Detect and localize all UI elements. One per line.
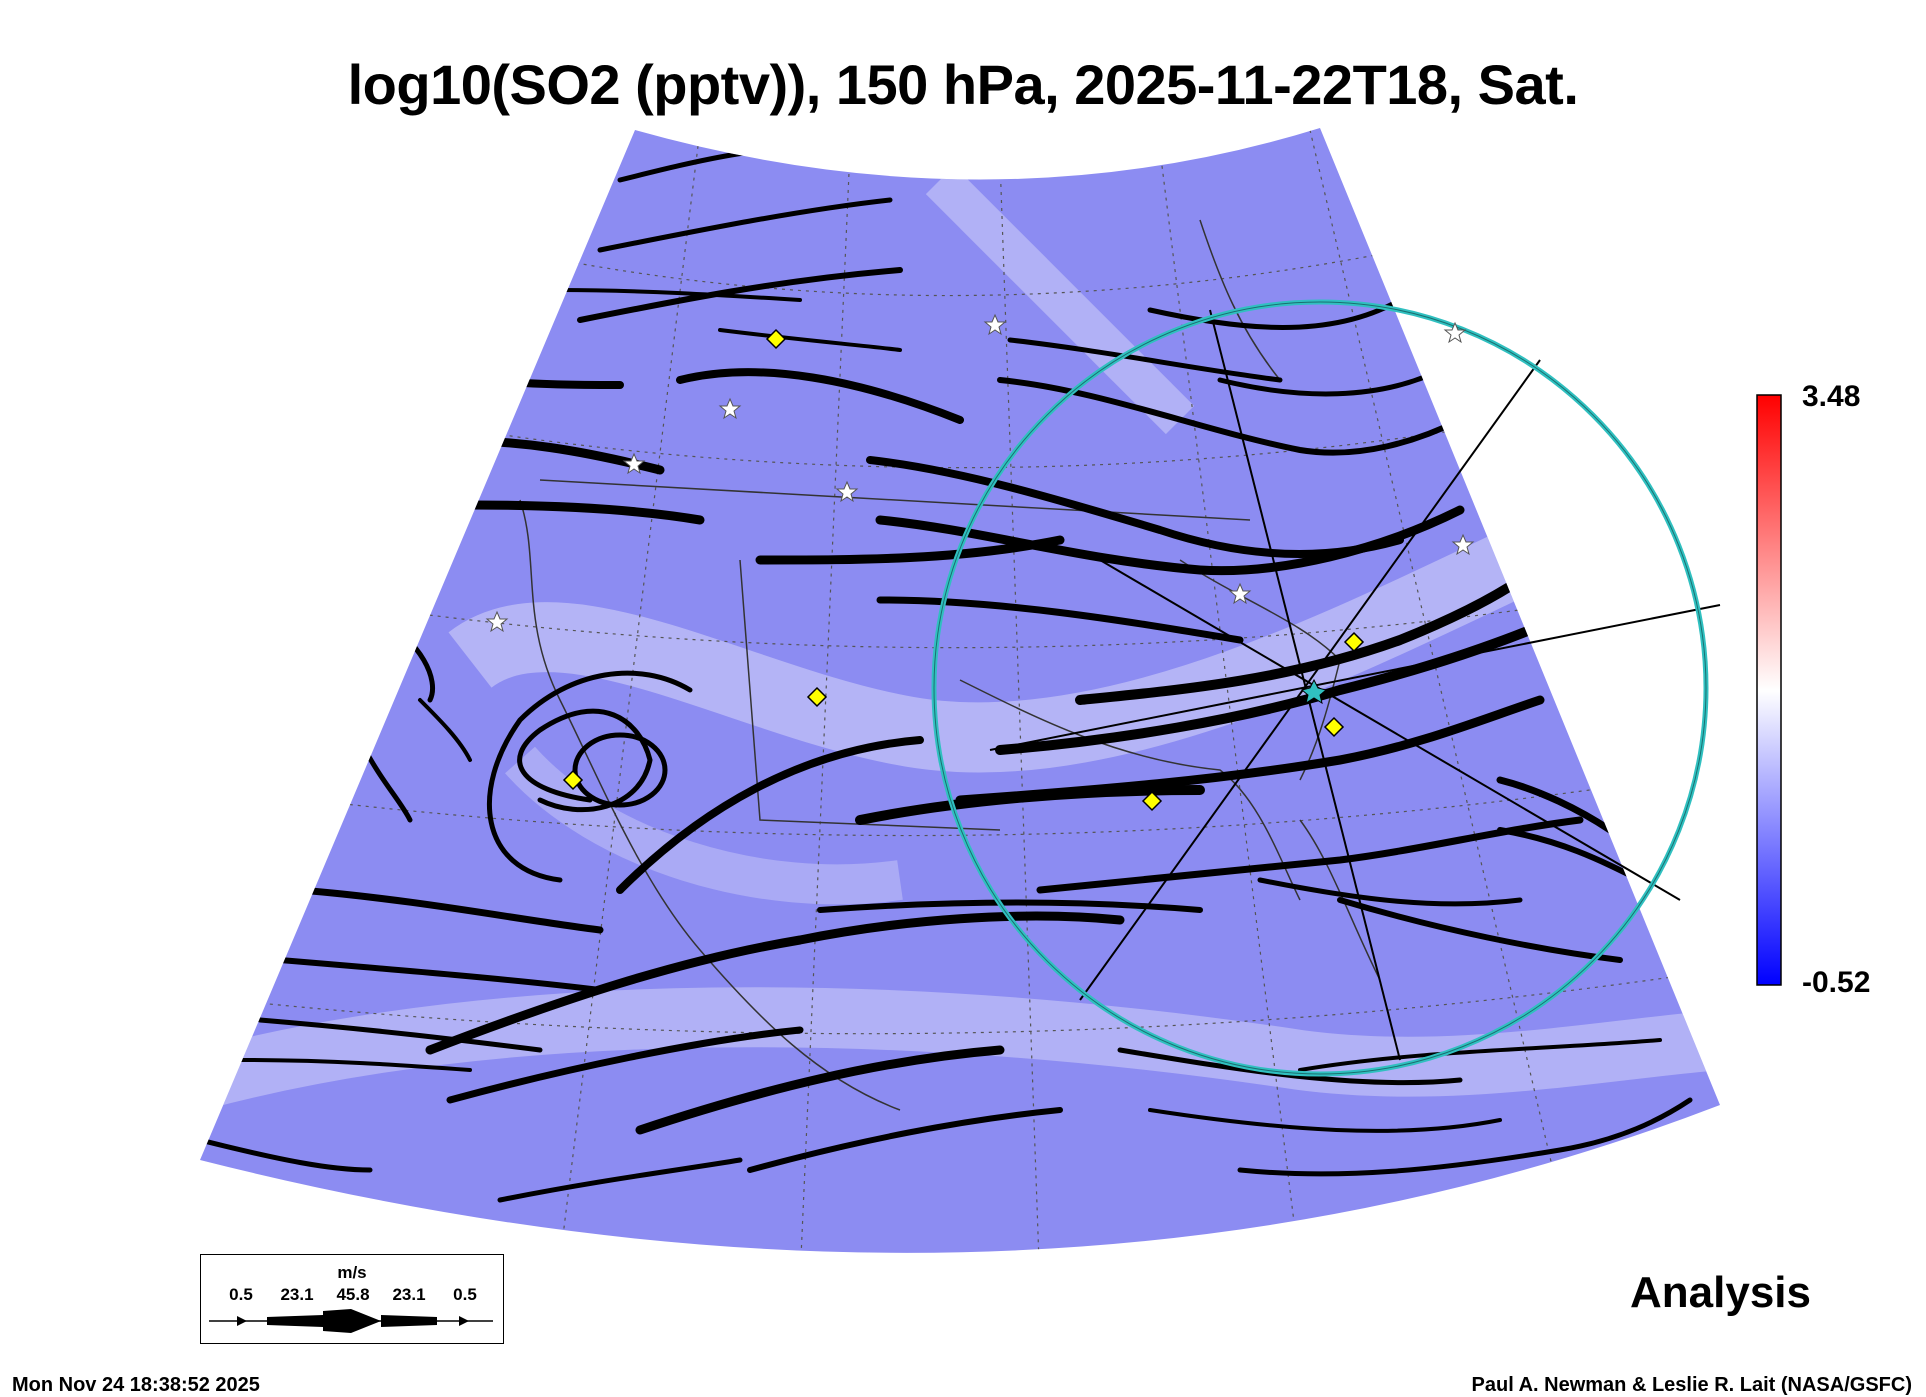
station-marker <box>1343 631 1365 653</box>
colorbar <box>1756 394 1782 986</box>
star-marker <box>1228 582 1252 605</box>
legend-speed: 23.1 <box>392 1285 426 1304</box>
station-markers <box>562 328 1365 812</box>
so2-light-band <box>925 165 1195 435</box>
closed-circulation <box>572 732 668 808</box>
station-marker <box>1323 716 1345 738</box>
legend-unit: m/s <box>337 1263 367 1282</box>
legend-speed: 0.5 <box>453 1285 477 1304</box>
so2-light-band <box>200 987 1720 1109</box>
star-marker <box>622 452 646 475</box>
footer-timestamp: Mon Nov 24 18:38:52 2025 <box>12 1374 260 1396</box>
legend-speed: 0.5 <box>229 1285 253 1304</box>
star-markers <box>485 313 1475 633</box>
center-star <box>1300 678 1328 705</box>
footer-credit: Paul A. Newman & Leslie R. Lait (NASA/GS… <box>1471 1374 1912 1396</box>
map-title: log10(SO2 (pptv)), 150 hPa, 2025-11-22T1… <box>347 53 1579 116</box>
star-marker <box>983 313 1007 336</box>
star-marker <box>485 610 509 633</box>
graticule <box>229 129 1720 1253</box>
star-marker <box>718 397 742 420</box>
star-marker <box>1451 533 1475 556</box>
star-marker <box>835 480 859 503</box>
station-marker <box>562 769 584 791</box>
legend-speed: 45.8 <box>336 1285 370 1304</box>
colorbar-min-label: -0.52 <box>1802 966 1871 999</box>
legend-arrow <box>209 1309 493 1333</box>
coastlines <box>519 219 1381 1111</box>
trajectory-lines <box>989 309 1721 1061</box>
wind-speed-legend: m/s 0.5 23.1 45.8 23.1 0.5 <box>200 1254 504 1344</box>
station-marker <box>1141 790 1163 812</box>
station-marker <box>806 686 828 708</box>
star-marker <box>1443 321 1467 344</box>
wind-streamlines <box>200 144 1693 1203</box>
station-marker <box>765 328 787 350</box>
analysis-label: Analysis <box>1630 1268 1811 1317</box>
colorbar-max-label: 3.48 <box>1802 380 1861 413</box>
map-field <box>200 128 1720 1253</box>
legend-speed: 23.1 <box>280 1285 314 1304</box>
